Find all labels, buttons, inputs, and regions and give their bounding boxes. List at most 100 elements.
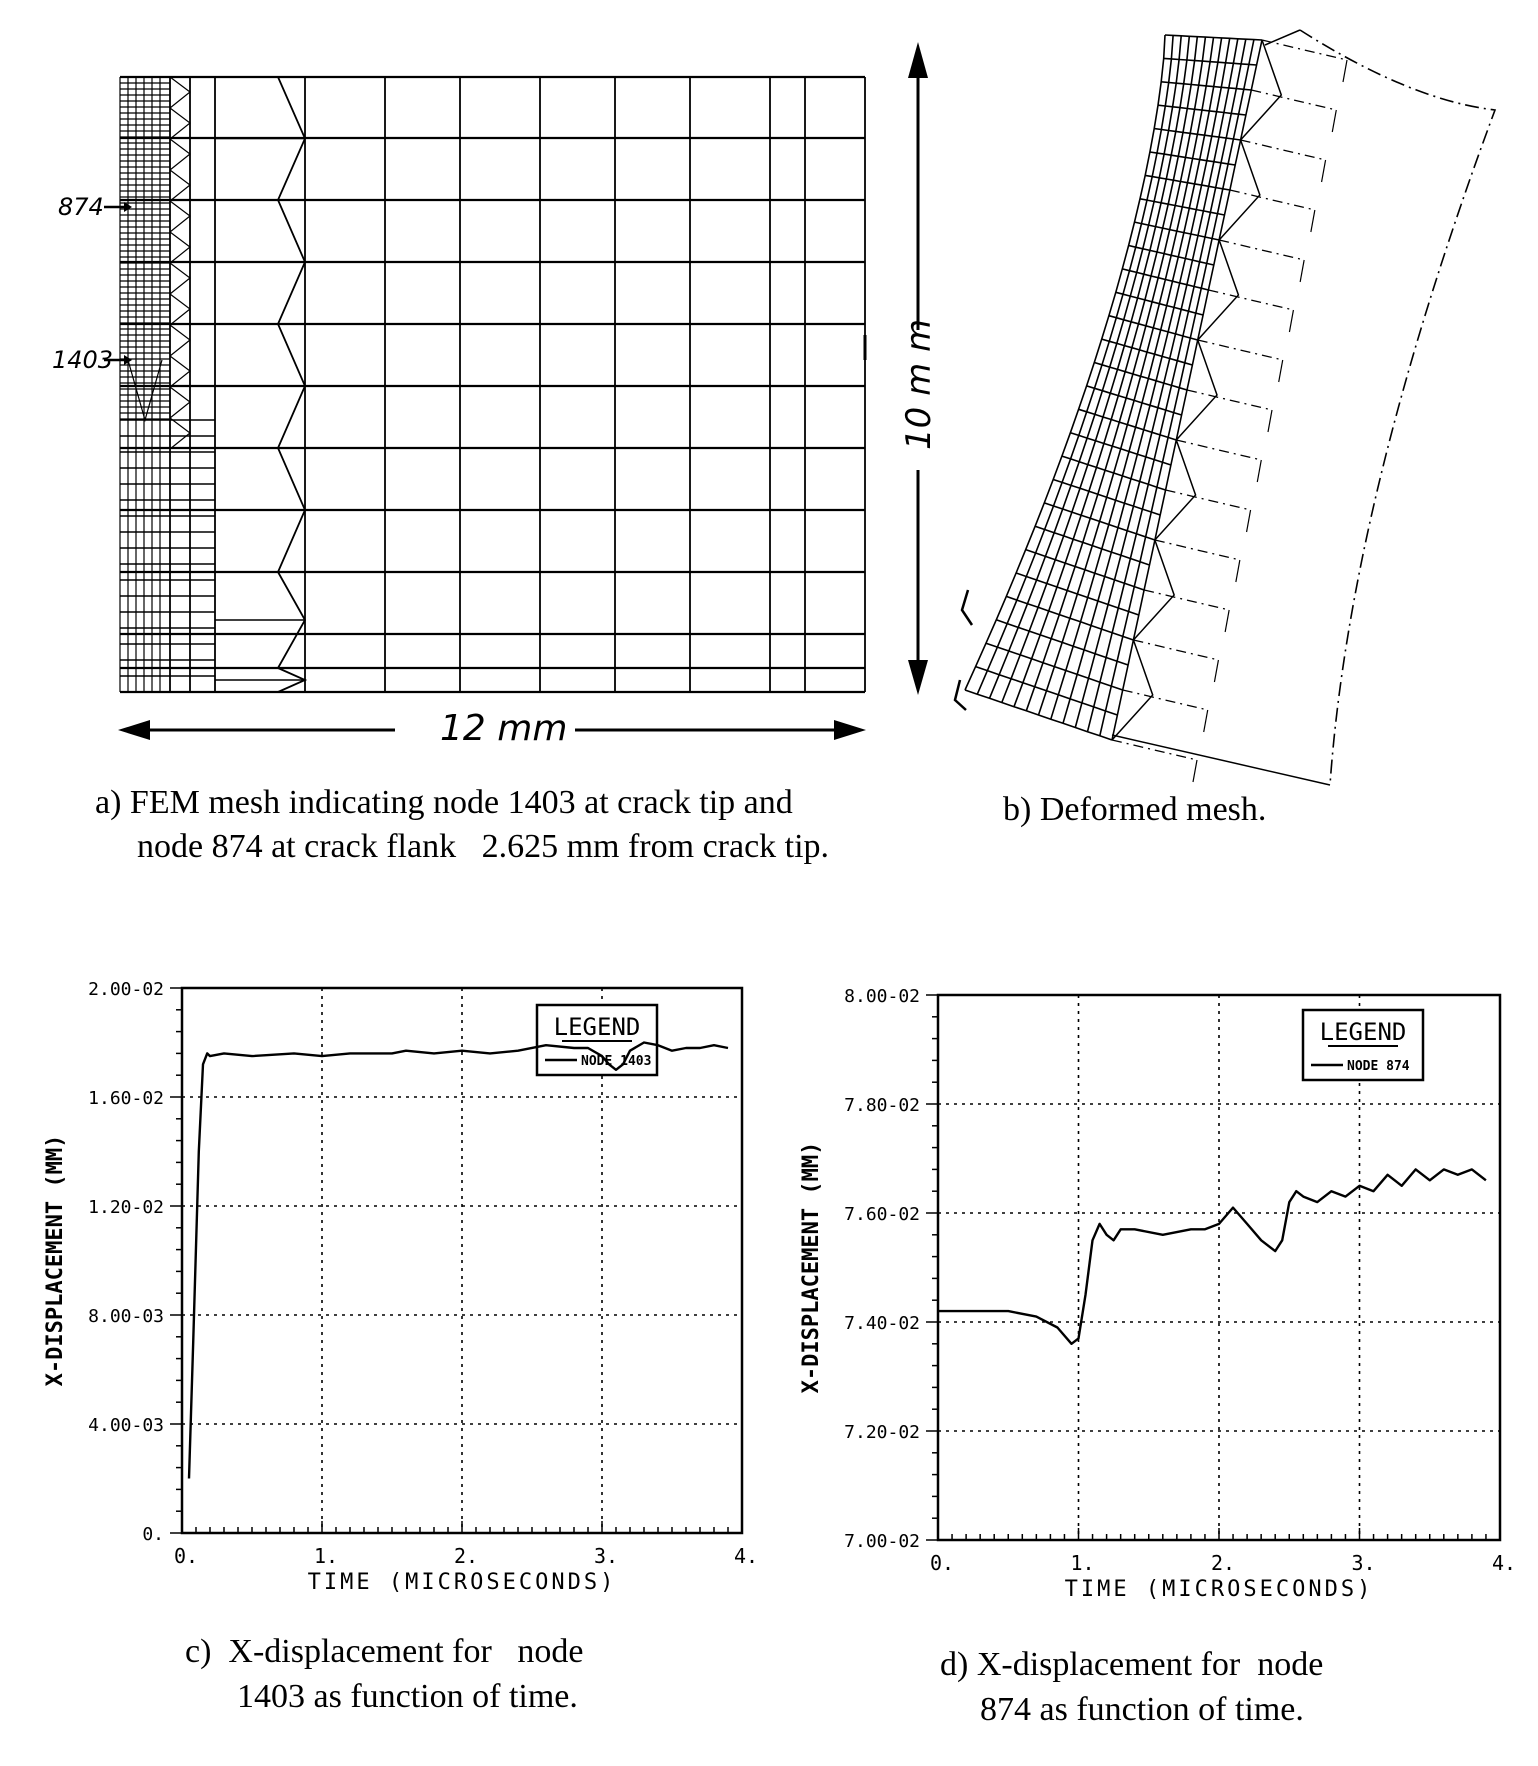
legend-title: LEGEND [1320, 1018, 1407, 1046]
deformed-mesh [953, 29, 1497, 786]
x-axis-label: TIME (MICROSECONDS) [1065, 1577, 1374, 1602]
deformed-mesh-line [1001, 36, 1191, 703]
deformed-mesh-outer [1224, 609, 1230, 633]
deformed-mesh-line [996, 619, 1129, 666]
height-dimension-arrow [908, 42, 928, 695]
mesh-transition [169, 324, 191, 357]
y-tick-label: 2.00-02 [88, 979, 164, 1000]
deformed-mesh-line [1037, 37, 1215, 716]
deformed-mesh-line [1044, 502, 1156, 541]
x-tick-label: 4. [1492, 1551, 1516, 1575]
y-tick-label: 8.00-03 [88, 1306, 164, 1327]
mesh-transition [169, 200, 191, 233]
deformed-mesh-transition [1132, 539, 1175, 641]
x-tick-label: 3. [1352, 1551, 1376, 1575]
deformed-mesh-outer [1229, 189, 1316, 211]
legend: LEGEND NODE 1403 [535, 1003, 659, 1077]
deformed-mesh-outer [1299, 259, 1305, 283]
caption-b: b) Deformed mesh. [1003, 791, 1267, 828]
deformed-mesh-outer [1235, 559, 1241, 583]
y-tick-label: 4.00-03 [88, 1415, 164, 1436]
deformed-mesh-outer [1122, 689, 1208, 711]
deformed-mesh-line [1094, 361, 1188, 391]
deformed-mesh-line [1149, 151, 1236, 166]
deformed-mesh-line [1161, 81, 1252, 91]
deformed-mesh-line [1078, 408, 1177, 441]
y-tick-label: 7.40-02 [844, 1313, 920, 1334]
y-tick-label: 1.60-02 [88, 1088, 164, 1109]
legend-series-name: NODE 874 [1347, 1059, 1410, 1074]
deformed-mesh-outer [1342, 59, 1348, 83]
deformed-mesh-line [964, 689, 1113, 741]
deformed-mesh-outer [1176, 439, 1262, 461]
caption-d-line1: d) X-displacement for node [940, 1646, 1324, 1683]
deformed-mesh-boundary [1111, 734, 1331, 786]
deformed-mesh-outer [1218, 239, 1305, 261]
node-label-874: 874 [58, 193, 104, 221]
y-tick-label: 7.00-02 [844, 1531, 920, 1552]
mesh-transition [169, 355, 191, 388]
mesh-transition [169, 76, 191, 109]
width-dimension-label: 12 mm [440, 708, 567, 749]
mesh-transition [169, 169, 191, 202]
height-dimension-label: 10 m m [899, 319, 939, 450]
deformed-mesh-line [1154, 127, 1241, 141]
y-tick-label: 7.80-02 [844, 1095, 920, 1116]
node-arrow-874 [104, 202, 132, 212]
deformed-mesh-outer [1251, 89, 1337, 111]
deformed-mesh-line [1108, 314, 1198, 341]
deformed-mesh-line [1052, 478, 1161, 516]
deformed-mesh-line [1122, 268, 1209, 291]
mesh-transition [169, 417, 191, 450]
deformed-mesh-outer [1288, 309, 1295, 333]
caption-a-line2: node 874 at crack flank 2.625 mm from cr… [137, 828, 830, 865]
legend-title: LEGEND [554, 1013, 641, 1041]
deformed-mesh-line [1006, 595, 1134, 641]
deformed-mesh-line [1164, 34, 1263, 41]
deformed-mesh-outer [1186, 389, 1273, 411]
crack-tip-marker [960, 589, 974, 626]
deformed-mesh-outer [1154, 539, 1241, 561]
deformed-mesh-line [1025, 548, 1145, 591]
mesh-transition [127, 359, 163, 423]
deformed-mesh-line [1086, 385, 1182, 416]
y-tick-label: 7.20-02 [844, 1422, 920, 1443]
deformed-mesh-outer [1213, 659, 1220, 683]
deformed-mesh-outer [1111, 739, 1198, 761]
deformed-mesh-line [1128, 244, 1214, 266]
series-line-node-874 [938, 1168, 1487, 1346]
y-tick-label: 8.00-02 [844, 986, 920, 1007]
x-tick-label: 2. [1211, 1551, 1235, 1575]
deformed-mesh-transition [1154, 439, 1197, 541]
deformed-mesh-line [985, 642, 1123, 691]
deformed-mesh-transition [1197, 239, 1240, 341]
y-axis-label: X-DISPLACEMENT (MM) [43, 1135, 68, 1387]
node-arrow-1403 [104, 355, 132, 365]
node-label-1403: 1403 [52, 346, 113, 374]
deformed-mesh-line [1139, 198, 1225, 216]
deformed-mesh-line [1101, 338, 1193, 366]
deformed-mesh-outer [1197, 339, 1283, 361]
deformed-mesh-boundary [1299, 29, 1497, 786]
deformed-mesh-outer [1278, 359, 1284, 383]
deformed-mesh-line [1163, 57, 1257, 66]
x-tick-label: 0. [930, 1551, 954, 1575]
caption-d-line2: 874 as function of time. [980, 1691, 1304, 1728]
chart-node-874: 0. 1. 2. 3. 4. 7.00-02 7.20-02 7.40-02 7.60-02 7.… [799, 986, 1516, 1602]
chart-node-1403: 0. 1. 2. 3. 4. 0. 4.00-03 8.00-03 1.20-02 1.60-02… [43, 979, 758, 1595]
deformed-mesh-line [975, 665, 1118, 716]
legend: LEGEND NODE 874 [1301, 1008, 1425, 1082]
deformed-mesh-outer [1192, 759, 1198, 783]
mesh-transition [169, 293, 191, 326]
deformed-mesh-line [964, 34, 1166, 691]
y-tick-label: 7.60-02 [844, 1204, 920, 1225]
mesh-transition [169, 262, 191, 295]
x-tick-label: 1. [1071, 1551, 1095, 1575]
x-tick-label: 1. [314, 1544, 338, 1568]
mesh-transition [169, 386, 191, 419]
deformed-mesh-outer [1133, 639, 1219, 661]
caption-c-line1: c) X-displacement for node [185, 1633, 584, 1670]
deformed-mesh-outer [1143, 589, 1230, 611]
